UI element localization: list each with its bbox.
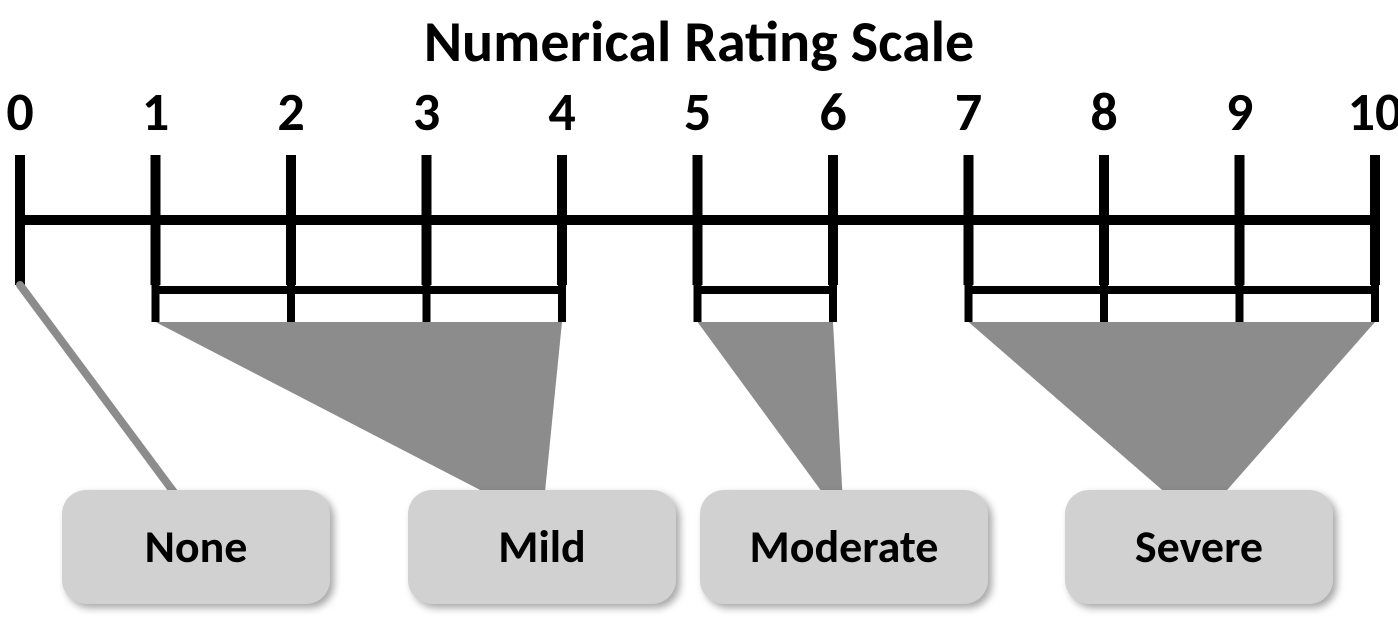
scale-number: 5 <box>684 79 711 145</box>
scale-number: 9 <box>1226 79 1253 145</box>
category-box-moderate: Moderate <box>700 490 988 604</box>
category-label: Mild <box>498 519 586 575</box>
scale-number: 3 <box>413 79 440 145</box>
scale-number: 1 <box>142 79 169 145</box>
scale-number: 7 <box>955 79 982 145</box>
scale-number: 8 <box>1090 79 1117 145</box>
category-label: None <box>145 519 248 575</box>
category-box-severe: Severe <box>1065 490 1333 604</box>
scale-number: 2 <box>277 79 304 145</box>
category-label: Severe <box>1135 519 1263 575</box>
scale-number: 0 <box>6 79 33 145</box>
category-box-mild: Mild <box>408 490 676 604</box>
scale-number: 4 <box>548 79 575 145</box>
scale-number: 10 <box>1348 79 1398 145</box>
scale-number: 6 <box>819 79 846 145</box>
category-box-none: None <box>62 490 330 604</box>
category-label: Moderate <box>750 519 939 575</box>
